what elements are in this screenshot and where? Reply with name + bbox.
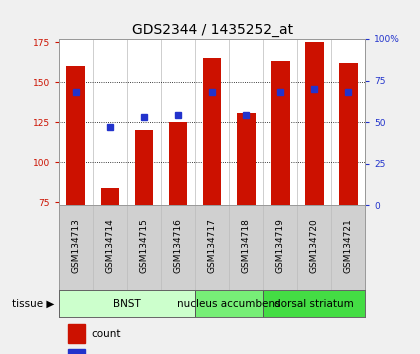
Text: nucleus accumbens: nucleus accumbens [177, 298, 281, 309]
Text: GSM134718: GSM134718 [241, 218, 251, 273]
Title: GDS2344 / 1435252_at: GDS2344 / 1435252_at [131, 23, 293, 36]
Text: count: count [91, 329, 121, 339]
Text: GSM134719: GSM134719 [276, 218, 285, 273]
Bar [68, 324, 85, 343]
Bar [203, 58, 221, 205]
Text: GSM134717: GSM134717 [207, 218, 217, 273]
Bar [271, 61, 290, 205]
Text: tissue ▶: tissue ▶ [12, 298, 55, 309]
Bar [305, 42, 324, 205]
Bar [195, 290, 263, 317]
Bar [68, 349, 85, 354]
Text: GSM134714: GSM134714 [105, 218, 114, 273]
Text: BNST: BNST [113, 298, 141, 309]
Bar [169, 122, 187, 205]
Bar [263, 290, 365, 317]
Bar [66, 66, 85, 205]
Text: GSM134716: GSM134716 [173, 218, 183, 273]
Text: GSM134713: GSM134713 [71, 218, 80, 273]
Text: GSM134720: GSM134720 [310, 218, 319, 273]
Bar [237, 113, 255, 205]
Text: GSM134715: GSM134715 [139, 218, 148, 273]
Bar [100, 188, 119, 205]
Bar [339, 63, 358, 205]
Text: dorsal striatum: dorsal striatum [274, 298, 354, 309]
Bar [59, 290, 195, 317]
Text: GSM134721: GSM134721 [344, 218, 353, 273]
Bar [134, 130, 153, 205]
